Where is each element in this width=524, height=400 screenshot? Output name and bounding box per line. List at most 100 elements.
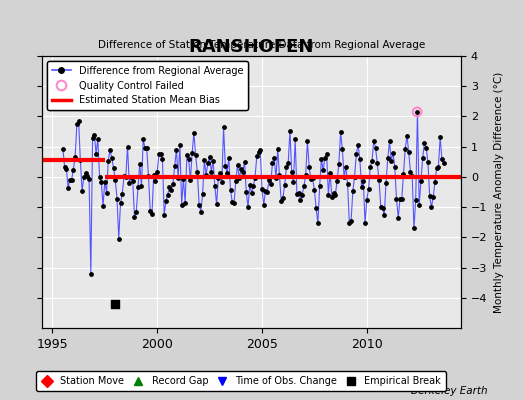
Point [123,143,132,150]
Point [348,188,357,194]
Point [242,188,250,195]
Point [235,175,244,182]
Point [73,121,81,128]
Point [254,148,263,155]
Point [373,160,381,166]
Point [247,190,256,196]
Point [413,109,421,115]
Point [146,208,155,214]
Point [62,166,71,172]
Point [220,124,228,130]
Point [118,190,126,197]
Point [286,128,294,134]
Point [95,174,104,180]
Point [279,195,287,201]
Point [413,109,422,115]
Point [246,182,254,188]
Point [369,138,378,144]
Point [398,196,406,202]
Point [134,184,142,191]
Point [359,178,367,184]
Point [223,170,231,176]
Point [324,192,333,198]
Point [92,150,100,157]
Point [307,176,315,182]
Point [356,156,364,162]
Point [172,146,181,153]
Point [399,171,408,177]
Point [184,156,193,162]
Point [340,174,348,180]
Point [288,169,296,176]
Point [209,158,217,164]
Point [113,195,121,202]
Point [301,172,310,178]
Point [432,165,441,171]
Point [284,160,292,166]
Point [321,155,329,162]
Point [178,202,186,208]
Point [385,138,394,144]
Point [294,189,303,196]
Point [211,182,219,189]
Point [90,132,99,138]
Point [230,200,238,206]
Point [256,147,265,154]
Point [120,173,128,179]
Point [183,152,191,158]
Point [148,211,156,217]
Point [226,187,235,194]
Point [167,187,176,193]
Point [326,170,334,176]
Point [394,215,402,221]
Point [139,136,147,142]
Point [69,166,78,173]
Point [380,212,388,218]
Point [291,136,299,143]
Point [200,157,209,164]
Point [165,184,173,190]
Point [141,145,149,152]
Point [162,198,170,204]
Point [136,161,144,167]
Point [89,135,97,141]
Point [277,198,286,204]
Point [263,189,271,195]
Point [390,164,399,170]
Y-axis label: Monthly Temperature Anomaly Difference (°C): Monthly Temperature Anomaly Difference (… [494,71,504,313]
Point [127,174,135,180]
Point [195,202,203,208]
Point [345,220,354,226]
Point [151,178,160,184]
Point [202,172,210,178]
Point [322,151,331,157]
Point [228,199,236,206]
Point [335,161,343,167]
Point [330,189,338,196]
Point [378,205,387,211]
Point [314,220,322,227]
Point [221,163,230,169]
Point [60,164,69,170]
Point [97,178,105,185]
Point [157,150,165,157]
Point [111,176,119,183]
Point [81,170,90,176]
Point [317,156,325,162]
Point [76,157,84,164]
Point [298,192,307,198]
Point [169,180,177,187]
Point [144,173,152,179]
Point [420,139,429,146]
Point [225,155,233,162]
Point [431,179,439,185]
Point [354,142,362,148]
Point [333,178,341,184]
Point [205,154,214,160]
Point [403,132,411,139]
Point [207,168,215,175]
Point [300,183,308,190]
Point [436,134,444,140]
Point [59,145,67,152]
Point [389,150,397,156]
